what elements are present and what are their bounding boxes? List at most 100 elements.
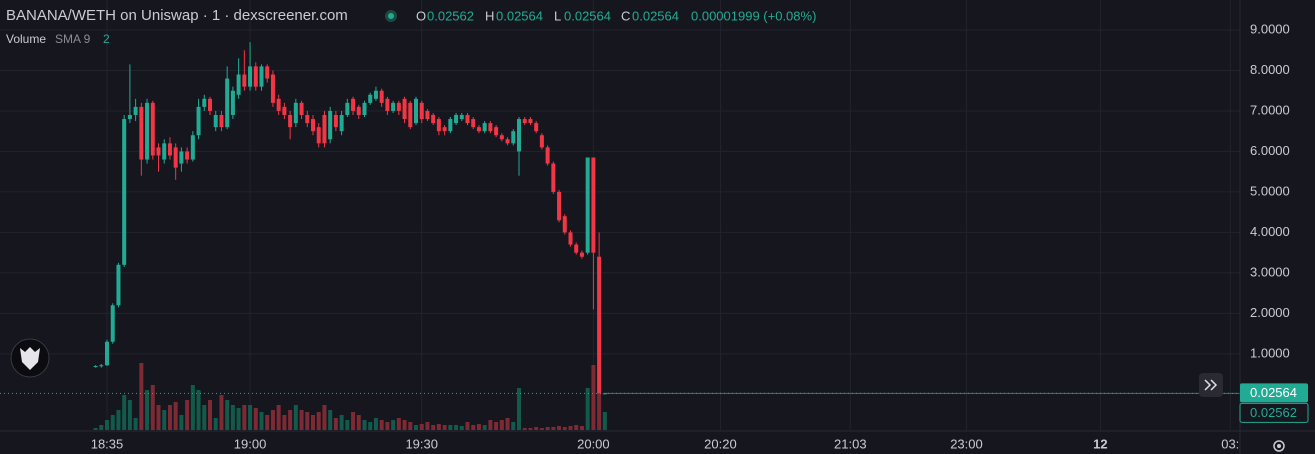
- volume-bar: [316, 412, 321, 430]
- volume-indicator: SMA 9: [55, 32, 91, 46]
- volume-bar: [379, 420, 384, 430]
- x-tick-label: 23:00: [950, 436, 983, 451]
- volume-bar: [482, 425, 487, 430]
- volume-bar: [219, 395, 224, 430]
- volume-bar: [597, 392, 602, 430]
- volume-bar: [459, 426, 464, 430]
- candle-body: [459, 114, 464, 120]
- volume-bar: [396, 418, 401, 430]
- candle-body: [436, 119, 441, 132]
- price-tags: 0.02564 0.02562: [1239, 383, 1309, 423]
- candle-body: [454, 114, 459, 124]
- candle-body: [311, 119, 316, 132]
- volume-bar: [185, 400, 190, 430]
- candle-body: [316, 127, 321, 144]
- prev-price-label: 0.02562: [1250, 405, 1297, 420]
- y-tick-label: 5.0000: [1250, 183, 1290, 198]
- ohlc-label: H: [485, 8, 494, 23]
- volume-bar: [494, 422, 499, 430]
- volume-legend: Volume: [6, 32, 46, 46]
- volume-bar: [585, 388, 590, 430]
- candle-body: [356, 106, 361, 115]
- volume-bar: [562, 427, 567, 430]
- volume-bar: [539, 428, 544, 430]
- volume-bar: [99, 425, 104, 430]
- volume-bar: [305, 412, 310, 430]
- candle-body: [322, 114, 327, 144]
- candle-body: [368, 94, 373, 103]
- candle-body: [431, 114, 436, 124]
- volume-bar: [517, 388, 522, 430]
- volume-bar: [528, 428, 533, 430]
- candle-body: [339, 114, 344, 132]
- candle-body: [574, 244, 579, 253]
- volume-bar: [431, 425, 436, 430]
- candle-body: [133, 106, 138, 115]
- x-tick-label: 20:20: [704, 436, 737, 451]
- ohlc-value: 0.02564: [496, 8, 543, 23]
- candle-body: [282, 106, 287, 115]
- last-price-label: 0.02564: [1250, 385, 1297, 400]
- y-tick-label: 1.0000: [1250, 345, 1290, 360]
- x-tick-label: 18:35: [91, 436, 124, 451]
- x-tick-label: 19:00: [234, 436, 267, 451]
- volume-bar: [568, 426, 573, 430]
- candle-body: [482, 123, 487, 132]
- volume-bar: [190, 385, 195, 430]
- candle-body: [116, 264, 121, 306]
- candle-body: [219, 114, 224, 128]
- candle-body: [465, 114, 470, 124]
- candle-body: [185, 151, 190, 160]
- candle-body: [167, 143, 172, 156]
- candle-body: [414, 98, 419, 124]
- volume-bar: [373, 418, 378, 430]
- candle-body: [259, 66, 264, 87]
- volume-bar: [167, 405, 172, 430]
- volume-bar: [385, 422, 390, 430]
- volume-bar: [236, 408, 241, 430]
- volume-bar: [293, 405, 298, 430]
- volume-bar: [196, 390, 201, 430]
- volume-bar: [425, 422, 430, 430]
- settings-button[interactable]: [1273, 440, 1285, 452]
- ohlc-value: 0.02564: [564, 8, 611, 23]
- volume-bar: [213, 418, 218, 430]
- ohlc-label: O: [416, 8, 426, 23]
- volume-bar: [105, 420, 110, 430]
- candle-body: [419, 102, 424, 120]
- candle-body: [379, 90, 384, 103]
- candle-body: [425, 110, 430, 120]
- candle-body: [517, 119, 522, 152]
- volume-bar: [276, 405, 281, 430]
- volume-bar: [488, 420, 493, 430]
- volume-bar: [242, 405, 247, 430]
- x-tick-label: 03:: [1221, 436, 1239, 451]
- candle-body: [305, 114, 310, 124]
- volume-bar: [333, 418, 338, 430]
- volume-bar: [414, 425, 419, 430]
- candle-body: [579, 252, 584, 257]
- volume-bar: [173, 402, 178, 430]
- volume-bar: [145, 390, 150, 430]
- volume-bar: [499, 420, 504, 430]
- candle-body: [299, 102, 304, 115]
- y-tick-label: 3.0000: [1250, 264, 1290, 279]
- candle-body: [528, 119, 533, 124]
- candle-body: [156, 147, 161, 156]
- chart-title: BANANA/WETH on Uniswap · 1 · dexscreener…: [6, 7, 348, 24]
- volume-bar: [579, 426, 584, 430]
- candle-body: [391, 102, 396, 111]
- plot: [0, 42, 1240, 430]
- volume-bar: [339, 415, 344, 430]
- candle-body: [408, 102, 413, 128]
- y-tick-label: 7.0000: [1250, 102, 1290, 117]
- volume-bar: [225, 400, 230, 430]
- candle-body: [534, 123, 539, 132]
- volume-bar: [442, 425, 447, 430]
- candle-body: [545, 147, 550, 164]
- volume-bar: [139, 363, 144, 430]
- candle-body: [562, 216, 567, 233]
- volume-bar: [591, 365, 596, 430]
- candle-body: [396, 102, 401, 111]
